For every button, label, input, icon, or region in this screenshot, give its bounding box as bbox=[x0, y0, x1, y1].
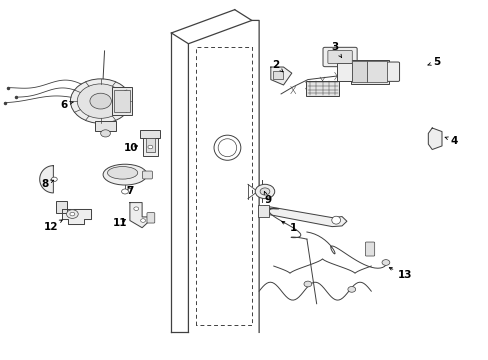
FancyBboxPatch shape bbox=[140, 130, 160, 138]
Text: 11: 11 bbox=[113, 218, 127, 228]
FancyBboxPatch shape bbox=[273, 71, 283, 79]
FancyBboxPatch shape bbox=[147, 213, 155, 223]
Circle shape bbox=[347, 287, 355, 292]
FancyBboxPatch shape bbox=[56, 201, 67, 213]
Circle shape bbox=[148, 145, 153, 149]
Text: 3: 3 bbox=[330, 42, 341, 58]
Circle shape bbox=[77, 84, 124, 118]
FancyBboxPatch shape bbox=[257, 206, 269, 217]
FancyBboxPatch shape bbox=[95, 121, 116, 131]
Circle shape bbox=[101, 130, 110, 137]
Ellipse shape bbox=[107, 167, 138, 179]
Ellipse shape bbox=[103, 164, 147, 185]
Circle shape bbox=[51, 177, 57, 181]
FancyBboxPatch shape bbox=[323, 47, 356, 67]
Ellipse shape bbox=[331, 216, 340, 224]
FancyBboxPatch shape bbox=[306, 81, 338, 96]
Circle shape bbox=[381, 260, 389, 265]
Text: 2: 2 bbox=[272, 60, 283, 72]
Text: 12: 12 bbox=[43, 220, 62, 231]
Text: 1: 1 bbox=[281, 221, 296, 233]
FancyBboxPatch shape bbox=[366, 61, 386, 82]
FancyBboxPatch shape bbox=[336, 63, 351, 81]
Circle shape bbox=[255, 184, 274, 199]
Text: 7: 7 bbox=[126, 186, 133, 196]
FancyBboxPatch shape bbox=[386, 62, 399, 81]
FancyBboxPatch shape bbox=[327, 50, 351, 63]
Circle shape bbox=[304, 281, 311, 287]
Circle shape bbox=[141, 219, 145, 222]
Polygon shape bbox=[261, 206, 346, 226]
FancyBboxPatch shape bbox=[351, 61, 366, 82]
Circle shape bbox=[66, 210, 78, 219]
FancyBboxPatch shape bbox=[365, 242, 374, 256]
FancyBboxPatch shape bbox=[112, 87, 132, 115]
Circle shape bbox=[70, 212, 75, 216]
FancyBboxPatch shape bbox=[350, 59, 388, 84]
Circle shape bbox=[70, 79, 131, 123]
Text: 10: 10 bbox=[124, 143, 138, 153]
Ellipse shape bbox=[214, 135, 241, 160]
Text: 13: 13 bbox=[388, 267, 412, 280]
Text: 6: 6 bbox=[61, 100, 73, 110]
Text: 8: 8 bbox=[41, 179, 54, 189]
Text: 9: 9 bbox=[264, 192, 271, 205]
FancyBboxPatch shape bbox=[142, 171, 152, 179]
Circle shape bbox=[122, 189, 128, 194]
Circle shape bbox=[260, 188, 269, 195]
Polygon shape bbox=[427, 128, 441, 149]
FancyBboxPatch shape bbox=[146, 138, 155, 152]
FancyBboxPatch shape bbox=[143, 134, 158, 156]
Ellipse shape bbox=[218, 139, 236, 157]
Polygon shape bbox=[61, 209, 91, 224]
Text: 5: 5 bbox=[427, 57, 440, 67]
Text: 4: 4 bbox=[444, 136, 457, 145]
Polygon shape bbox=[130, 203, 148, 228]
Polygon shape bbox=[270, 67, 291, 85]
Circle shape bbox=[90, 93, 111, 109]
Circle shape bbox=[134, 207, 139, 211]
Polygon shape bbox=[40, 166, 53, 193]
FancyBboxPatch shape bbox=[114, 90, 130, 112]
